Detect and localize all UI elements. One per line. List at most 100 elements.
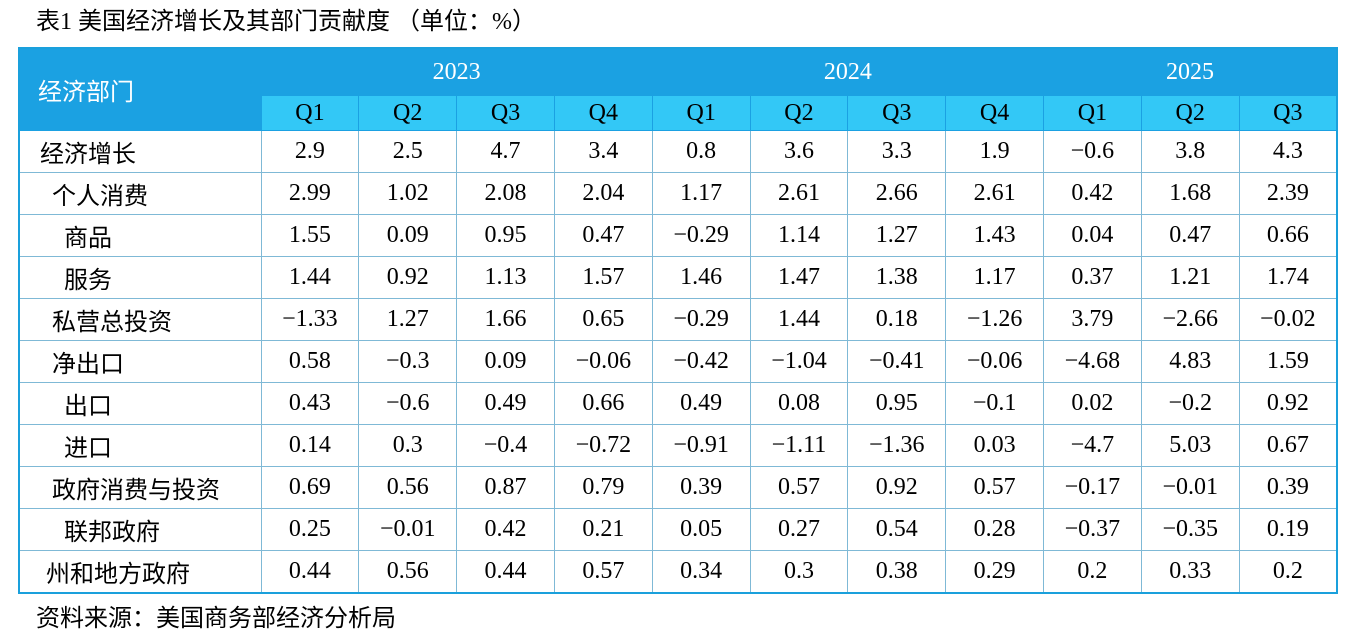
cell-value: 1.57 bbox=[553, 256, 653, 299]
row-label: 商品 bbox=[18, 214, 262, 257]
cell-value: 0.18 bbox=[847, 298, 947, 341]
row-label: 进口 bbox=[18, 424, 262, 467]
cell-value: 0.58 bbox=[260, 340, 360, 383]
cell-value: 0.57 bbox=[945, 466, 1044, 509]
quarter-header: Q3 bbox=[456, 95, 555, 131]
cell-value: −0.2 bbox=[1140, 382, 1240, 425]
cell-value: −0.41 bbox=[847, 340, 947, 383]
quarter-header: Q2 bbox=[1140, 95, 1240, 131]
cell-value: 0.33 bbox=[1140, 550, 1240, 594]
cell-value: −0.3 bbox=[358, 340, 458, 383]
cell-value: −0.42 bbox=[651, 340, 751, 383]
cell-value: 0.25 bbox=[260, 508, 360, 551]
corner-header: 经济部门 bbox=[18, 47, 262, 131]
cell-value: 0.57 bbox=[553, 550, 653, 594]
cell-value: 0.3 bbox=[358, 424, 458, 467]
cell-value: 0.19 bbox=[1238, 508, 1338, 551]
cell-value: −0.01 bbox=[1140, 466, 1240, 509]
cell-value: 0.44 bbox=[456, 550, 555, 594]
row-label: 经济增长 bbox=[18, 130, 262, 173]
cell-value: 1.44 bbox=[749, 298, 849, 341]
cell-value: 2.39 bbox=[1238, 172, 1338, 215]
cell-value: 0.29 bbox=[945, 550, 1044, 594]
cell-value: −0.6 bbox=[358, 382, 458, 425]
row-label: 私营总投资 bbox=[18, 298, 262, 341]
cell-value: 0.49 bbox=[651, 382, 751, 425]
table-title: 表1 美国经济增长及其部门贡献度 （单位：%） bbox=[36, 9, 536, 35]
cell-value: 0.87 bbox=[456, 466, 555, 509]
row-label: 州和地方政府 bbox=[18, 550, 262, 594]
cell-value: 3.4 bbox=[553, 130, 653, 173]
cell-value: −1.33 bbox=[260, 298, 360, 341]
cell-value: 0.3 bbox=[749, 550, 849, 594]
cell-value: 0.92 bbox=[358, 256, 458, 299]
cell-value: 1.27 bbox=[358, 298, 458, 341]
cell-value: 0.65 bbox=[553, 298, 653, 341]
cell-value: 0.67 bbox=[1238, 424, 1338, 467]
year-header: 2025 bbox=[1043, 47, 1338, 96]
cell-value: 2.9 bbox=[260, 130, 360, 173]
cell-value: −2.66 bbox=[1140, 298, 1240, 341]
cell-value: −0.37 bbox=[1043, 508, 1142, 551]
cell-value: −1.26 bbox=[945, 298, 1044, 341]
cell-value: 0.79 bbox=[553, 466, 653, 509]
cell-value: 0.27 bbox=[749, 508, 849, 551]
cell-value: 0.42 bbox=[1043, 172, 1142, 215]
cell-value: −0.91 bbox=[651, 424, 751, 467]
cell-value: −0.02 bbox=[1238, 298, 1338, 341]
year-header: 2024 bbox=[651, 47, 1045, 96]
cell-value: −1.11 bbox=[749, 424, 849, 467]
table-row: 进口 0.14 0.3 −0.4 −0.72 −0.91 −1.11 −1.36 0.03 −4.… bbox=[18, 424, 1338, 467]
cell-value: 0.95 bbox=[456, 214, 555, 257]
row-label: 个人消费 bbox=[18, 172, 262, 215]
cell-value: 0.43 bbox=[260, 382, 360, 425]
cell-value: 1.59 bbox=[1238, 340, 1338, 383]
cell-value: 3.3 bbox=[847, 130, 947, 173]
cell-value: −0.1 bbox=[945, 382, 1044, 425]
row-label: 服务 bbox=[18, 256, 262, 299]
cell-value: 0.14 bbox=[260, 424, 360, 467]
cell-value: 0.57 bbox=[749, 466, 849, 509]
cell-value: 0.28 bbox=[945, 508, 1044, 551]
table-row: 联邦政府 0.25 −0.01 0.42 0.21 0.05 0.27 0.54 0.28 −0.… bbox=[18, 508, 1338, 551]
cell-value: 2.66 bbox=[847, 172, 947, 215]
cell-value: 1.27 bbox=[847, 214, 947, 257]
cell-value: 4.7 bbox=[456, 130, 555, 173]
cell-value: 3.8 bbox=[1140, 130, 1240, 173]
cell-value: 0.66 bbox=[1238, 214, 1338, 257]
cell-value: 0.08 bbox=[749, 382, 849, 425]
cell-value: 1.47 bbox=[749, 256, 849, 299]
cell-value: 0.39 bbox=[651, 466, 751, 509]
cell-value: 1.17 bbox=[651, 172, 751, 215]
quarter-header: Q1 bbox=[651, 95, 751, 131]
quarter-header: Q3 bbox=[847, 95, 947, 131]
quarter-header: Q3 bbox=[1238, 95, 1338, 131]
cell-value: 5.03 bbox=[1140, 424, 1240, 467]
cell-value: 2.08 bbox=[456, 172, 555, 215]
cell-value: 0.04 bbox=[1043, 214, 1142, 257]
cell-value: 0.21 bbox=[553, 508, 653, 551]
cell-value: 0.03 bbox=[945, 424, 1044, 467]
cell-value: 4.83 bbox=[1140, 340, 1240, 383]
year-header: 2023 bbox=[260, 47, 653, 96]
row-label: 净出口 bbox=[18, 340, 262, 383]
cell-value: 1.9 bbox=[945, 130, 1044, 173]
cell-value: −0.72 bbox=[553, 424, 653, 467]
cell-value: −0.35 bbox=[1140, 508, 1240, 551]
table-row: 服务 1.44 0.92 1.13 1.57 1.46 1.47 1.38 1.17 0.37 1.… bbox=[18, 256, 1338, 299]
cell-value: 0.39 bbox=[1238, 466, 1338, 509]
table-row: 私营总投资 −1.33 1.27 1.66 0.65 −0.29 1.44 0.18 −1.26… bbox=[18, 298, 1338, 341]
row-label: 政府消费与投资 bbox=[18, 466, 262, 509]
table-row: 经济增长 2.9 2.5 4.7 3.4 0.8 3.6 3.3 1.9 −0.6 3.8 4.3 bbox=[18, 130, 1338, 173]
cell-value: 0.56 bbox=[358, 550, 458, 594]
cell-value: 1.21 bbox=[1140, 256, 1240, 299]
cell-value: 0.8 bbox=[651, 130, 751, 173]
cell-value: 0.66 bbox=[553, 382, 653, 425]
quarter-header: Q1 bbox=[260, 95, 360, 131]
cell-value: 0.47 bbox=[553, 214, 653, 257]
cell-value: 1.66 bbox=[456, 298, 555, 341]
data-table: 经济部门 2023 2024 2025 Q1 Q2 Q3 Q4 Q1 Q2 Q3 Q4 Q1 Q2 Q3… bbox=[18, 47, 1338, 594]
cell-value: 3.6 bbox=[749, 130, 849, 173]
table-row: 政府消费与投资 0.69 0.56 0.87 0.79 0.39 0.57 0.92 0.57−… bbox=[18, 466, 1338, 509]
